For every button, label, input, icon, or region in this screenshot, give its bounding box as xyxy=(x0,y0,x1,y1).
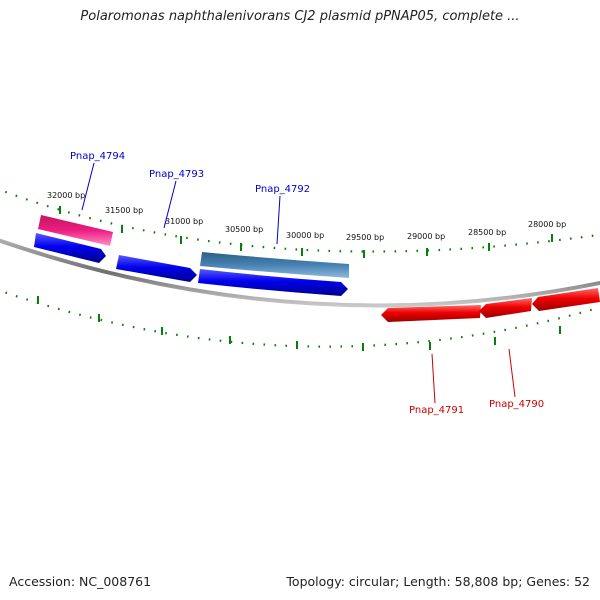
tick-label: 32000 bp xyxy=(47,191,85,200)
tick-label: 29000 bp xyxy=(407,232,445,241)
gene-label-Pnap_4791: Pnap_4791 xyxy=(409,405,464,416)
gene-label-Pnap_4792: Pnap_4792 xyxy=(255,184,310,195)
gene-Pnap_4794-b[interactable] xyxy=(34,233,106,263)
gene-label-Pnap_4794: Pnap_4794 xyxy=(70,151,125,162)
outer-tick-track xyxy=(0,188,600,253)
inner-major-ticks xyxy=(37,296,561,351)
tick-label: 30000 bp xyxy=(286,231,324,240)
outer-major-ticks xyxy=(59,206,553,258)
gene-Pnap_4792[interactable] xyxy=(200,252,349,278)
gene-Pnap_4791[interactable] xyxy=(381,305,481,322)
accession-text: Accession: NC_008761 xyxy=(9,574,152,589)
tick-label: 28500 bp xyxy=(468,228,506,237)
tick-label: 28000 bp xyxy=(528,220,566,229)
gene-Pnap_4794[interactable] xyxy=(38,215,113,246)
leader-line-Pnap_4792 xyxy=(276,195,281,245)
map-title: Polaromonas naphthalenivorans CJ2 plasmi… xyxy=(80,9,520,24)
tick-label: 31000 bp xyxy=(165,217,203,226)
leader-line-Pnap_4790 xyxy=(508,348,516,398)
gene-Pnap_4792-b[interactable] xyxy=(198,269,348,296)
leader-line-Pnap_4793 xyxy=(163,180,177,229)
gene-label-Pnap_4790: Pnap_4790 xyxy=(489,399,544,410)
topology-summary: Topology: circular; Length: 58,808 bp; G… xyxy=(286,574,590,589)
plasmid-backbone xyxy=(0,238,600,308)
tick-label: 30500 bp xyxy=(225,225,263,234)
gene-label-Pnap_4793: Pnap_4793 xyxy=(149,169,204,180)
gene-Pnap_4793[interactable] xyxy=(116,255,197,282)
tick-label: 29500 bp xyxy=(346,233,384,242)
leader-line-Pnap_4791 xyxy=(431,353,436,404)
gene-Pnap_4790-b[interactable] xyxy=(532,288,600,311)
leader-line-Pnap_4794 xyxy=(81,162,95,211)
gene-Pnap_4790[interactable] xyxy=(479,298,532,318)
tick-label: 31500 bp xyxy=(105,206,143,215)
